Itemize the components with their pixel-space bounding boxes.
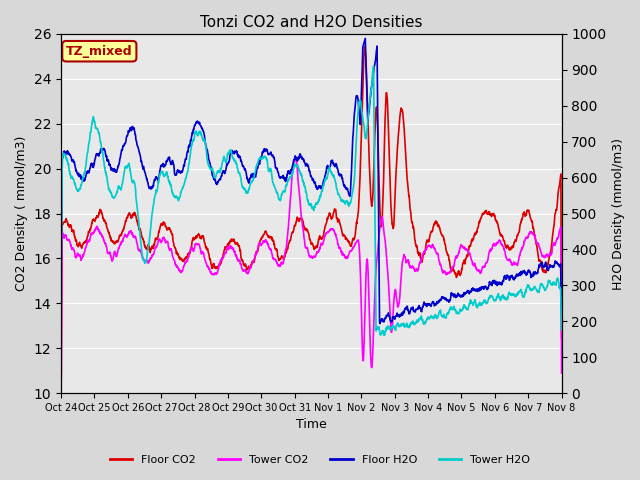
- X-axis label: Time: Time: [296, 419, 326, 432]
- Legend: Floor CO2, Tower CO2, Floor H2O, Tower H2O: Floor CO2, Tower CO2, Floor H2O, Tower H…: [105, 451, 535, 469]
- Title: Tonzi CO2 and H2O Densities: Tonzi CO2 and H2O Densities: [200, 15, 422, 30]
- Y-axis label: CO2 Density ( mmol/m3): CO2 Density ( mmol/m3): [15, 136, 28, 291]
- Text: TZ_mixed: TZ_mixed: [66, 45, 132, 58]
- Y-axis label: H2O Density (mmol/m3): H2O Density (mmol/m3): [612, 138, 625, 289]
